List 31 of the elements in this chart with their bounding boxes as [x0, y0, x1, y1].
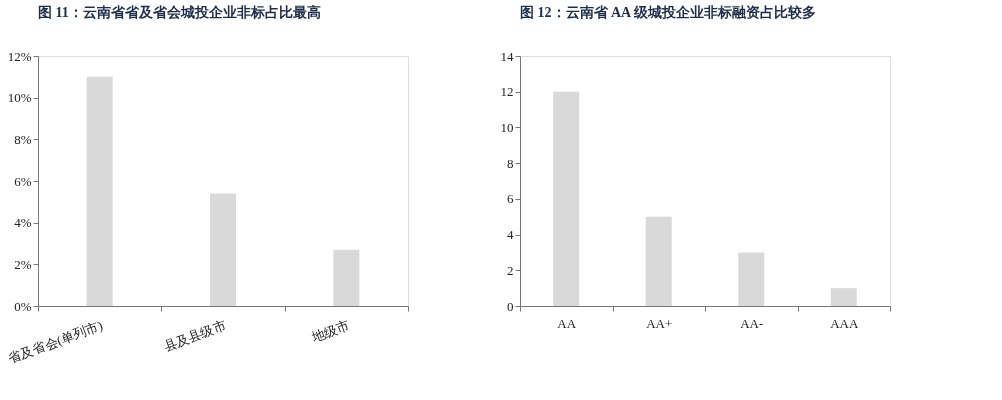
x-tick-label: AA- [740, 315, 764, 331]
x-tick-label: 省及省会(单列市) [5, 317, 105, 366]
x-tick-label: AAA [830, 315, 859, 331]
y-tick-label: 6 [507, 191, 514, 207]
x-tick-label: 县及县级市 [161, 317, 228, 354]
y-tick-label: 10% [7, 90, 32, 106]
y-tick-label: 4 [507, 227, 514, 243]
y-tick-label: 10 [500, 119, 514, 135]
y-tick-label: 4% [14, 215, 32, 231]
chart-title: 图 11：云南省省及省会城投企业非标占比最高 [38, 4, 321, 20]
bar [830, 288, 857, 306]
y-tick-label: 0% [14, 298, 32, 314]
y-tick-label: 0 [507, 298, 514, 314]
y-tick-label: 12 [500, 84, 514, 100]
bar [86, 76, 113, 306]
bar [333, 249, 360, 306]
bar [738, 252, 765, 306]
y-tick-label: 8% [14, 131, 32, 147]
y-tick-label: 2% [14, 256, 32, 272]
x-tick-label: AA [557, 315, 577, 331]
x-tick-label: 地级市 [308, 317, 352, 346]
bar [645, 216, 672, 306]
x-tick-label: AA+ [646, 315, 673, 331]
bar [553, 91, 580, 306]
y-tick-label: 6% [14, 173, 32, 189]
y-tick-label: 8 [507, 155, 514, 171]
y-tick-label: 12% [7, 48, 32, 64]
y-tick-label: 2 [507, 262, 514, 278]
y-tick-label: 14 [500, 48, 514, 64]
bar [210, 193, 236, 306]
chart-title: 图 12：云南省 AA 级城投企业非标融资占比较多 [520, 5, 816, 20]
